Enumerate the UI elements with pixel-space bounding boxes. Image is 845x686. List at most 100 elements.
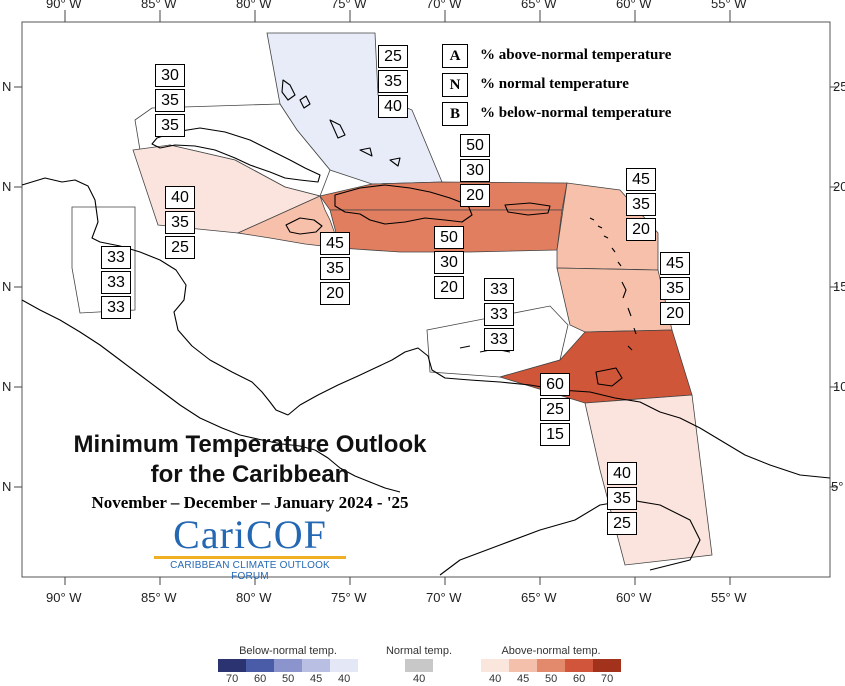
- colorbar-title: Above-normal temp.: [501, 645, 601, 657]
- colorbar-swatch: [481, 659, 509, 672]
- lat-label-left: N: [2, 379, 12, 394]
- colorbar-tick-label: 70: [226, 673, 239, 685]
- colorbar-swatch: [537, 659, 565, 672]
- colorbar-swatch: [330, 659, 358, 672]
- prob-box-cuba-cayman: 40 35 25: [165, 186, 195, 261]
- prob-normal: 33: [101, 271, 131, 294]
- prob-below: 20: [626, 218, 656, 241]
- prob-above: 60: [540, 373, 570, 396]
- lat-label-right: 5°: [831, 479, 844, 494]
- title-line-2: for the Caribbean: [150, 461, 350, 488]
- logo-wordmark: CariCOF: [173, 512, 327, 557]
- prob-box-jamaica: 45 35 20: [320, 232, 350, 307]
- colorbar-swatch: [246, 659, 274, 672]
- prob-box-hispaniola-south: 50 30 20: [434, 226, 464, 301]
- prob-normal: 35: [155, 89, 185, 112]
- colorbar-ticks: 40: [383, 672, 455, 686]
- lon-label-top: 55° W: [711, 0, 747, 11]
- colorbar-ticks: 40 45 50 60 70: [481, 672, 621, 686]
- lon-label-top: 65° W: [521, 0, 557, 11]
- prob-below: 33: [101, 296, 131, 319]
- lat-label-left: N: [2, 479, 12, 494]
- prob-below: 15: [540, 423, 570, 446]
- colorbar-swatch: [593, 659, 621, 672]
- lon-label-bottom: 55° W: [711, 590, 747, 605]
- prob-box-bahamas: 25 35 40: [378, 45, 408, 120]
- colorbar-tick-label: 40: [338, 673, 351, 685]
- colorbar-swatch: [509, 659, 537, 672]
- prob-normal: 35: [660, 277, 690, 300]
- lon-label-bottom: 60° W: [616, 590, 652, 605]
- period-subtitle: November – December – January 2024 - '25: [91, 493, 409, 512]
- abn-key-legend: A % above-normal temperature N % normal …: [442, 41, 671, 128]
- lon-label-bottom: 70° W: [426, 590, 462, 605]
- prob-normal: 35: [626, 193, 656, 216]
- colorbar-swatch: [405, 659, 433, 672]
- prob-box-windward: 45 35 20: [660, 252, 690, 327]
- colorbar-normal: Normal temp. 40: [383, 645, 455, 686]
- colorbar-ticks: 70 60 50 45 40: [218, 672, 358, 686]
- prob-above: 45: [626, 168, 656, 191]
- prob-box-trinidad: 60 25 15: [540, 373, 570, 448]
- prob-below: 40: [378, 95, 408, 118]
- prob-box-hispaniola-north: 50 30 20: [460, 134, 490, 209]
- prob-box-belize: 33 33 33: [101, 246, 131, 321]
- prob-normal: 30: [460, 159, 490, 182]
- key-letter: N: [442, 72, 468, 97]
- prob-normal: 33: [484, 303, 514, 326]
- colorbar-swatches: [481, 659, 621, 672]
- prob-normal: 30: [434, 251, 464, 274]
- map-title: Minimum Temperature Outlook for the Cari…: [40, 430, 460, 490]
- key-letter: A: [442, 43, 468, 68]
- prob-normal: 35: [378, 70, 408, 93]
- lat-label-right: 10: [833, 379, 845, 394]
- lat-label-right: 25: [833, 79, 845, 94]
- colorbar-swatch: [274, 659, 302, 672]
- prob-above: 50: [434, 226, 464, 249]
- prob-below: 33: [484, 328, 514, 351]
- lat-label-left: N: [2, 179, 12, 194]
- prob-below: 35: [155, 114, 185, 137]
- colorbar-tick-label: 50: [545, 673, 558, 685]
- lon-label-top: 85° W: [141, 0, 177, 11]
- key-row-below: B % below-normal temperature: [442, 99, 671, 128]
- prob-above: 40: [607, 462, 637, 485]
- colorbar-tick-label: 60: [254, 673, 267, 685]
- colorbar-title: Below-normal temp.: [239, 645, 337, 657]
- key-text: % normal temperature: [480, 76, 629, 92]
- prob-box-leeward: 45 35 20: [626, 168, 656, 243]
- lat-label-right: 15: [833, 279, 845, 294]
- prob-above: 50: [460, 134, 490, 157]
- colorbar-swatches: [218, 659, 358, 672]
- prob-below: 25: [165, 236, 195, 259]
- colorbar-swatch: [565, 659, 593, 672]
- lon-label-bottom: 75° W: [331, 590, 367, 605]
- prob-above: 45: [320, 232, 350, 255]
- colorbar-tick-label: 70: [601, 673, 614, 685]
- lon-label-top: 75° W: [331, 0, 367, 11]
- title-line-1: Minimum Temperature Outlook: [73, 431, 427, 458]
- logo-rule: [154, 556, 346, 559]
- prob-above: 25: [378, 45, 408, 68]
- caricof-logo: CariCOF CARIBBEAN CLIMATE OUTLOOK FORUM: [150, 515, 350, 582]
- lon-label-top: 70° W: [426, 0, 462, 11]
- prob-above: 33: [101, 246, 131, 269]
- colorbar-tick-label: 40: [489, 673, 502, 685]
- colorbar-swatch: [218, 659, 246, 672]
- prob-box-abc-islands: 33 33 33: [484, 278, 514, 353]
- lon-label-bottom: 80° W: [236, 590, 272, 605]
- prob-below: 20: [434, 276, 464, 299]
- prob-box-guianas: 40 35 25: [607, 462, 637, 537]
- tick-marks: [14, 10, 838, 585]
- colorbar-above: Above-normal temp. 40 45 50 60 70: [481, 645, 621, 686]
- prob-box-cuba-north: 30 35 35: [155, 64, 185, 139]
- colorbar-below: Below-normal temp. 70 60 50 45 40: [218, 645, 358, 686]
- zone-windward: [556, 267, 673, 333]
- logo-subtitle: CARIBBEAN CLIMATE OUTLOOK FORUM: [170, 560, 330, 582]
- colorbar-swatch: [302, 659, 330, 672]
- prob-above: 45: [660, 252, 690, 275]
- prob-above: 40: [165, 186, 195, 209]
- key-row-above: A % above-normal temperature: [442, 41, 671, 70]
- lon-label-top: 90° W: [46, 0, 82, 11]
